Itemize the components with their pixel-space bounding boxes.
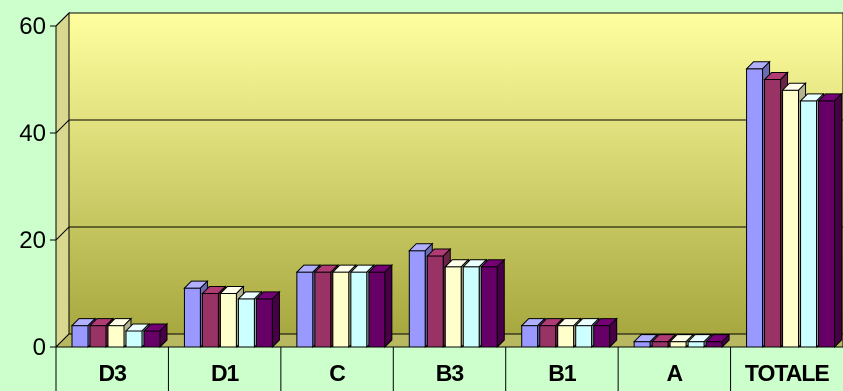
bar-front <box>237 298 255 348</box>
bar-front <box>746 68 764 348</box>
category-label-totale: TOTALE <box>745 360 830 386</box>
bar-group-d1 <box>183 279 281 349</box>
bar-side <box>721 333 730 349</box>
bar-front <box>444 266 462 348</box>
bar-front <box>633 341 651 348</box>
y-tick-label: 0 <box>33 334 46 361</box>
bar-front <box>818 100 836 348</box>
bar <box>592 317 618 349</box>
bar-front <box>426 255 444 348</box>
bar-front <box>480 266 498 348</box>
bar-side <box>159 322 168 349</box>
bar-side <box>384 263 393 349</box>
y-tick-label: 20 <box>19 227 46 254</box>
bar-front <box>539 325 557 348</box>
bar-side <box>834 92 843 349</box>
gridline-side <box>55 226 70 241</box>
bar-front <box>125 330 143 348</box>
bar-front <box>557 325 575 348</box>
bar-front <box>183 287 201 348</box>
bar-front <box>107 325 125 348</box>
bar-side <box>496 258 505 349</box>
bars <box>70 60 843 349</box>
bar-front <box>687 341 705 348</box>
bar-front <box>143 330 161 348</box>
bar-front <box>575 325 593 348</box>
bar-group-a <box>632 333 731 349</box>
bar-front <box>332 271 350 348</box>
gridline-side <box>55 119 70 134</box>
bar-front <box>705 341 723 348</box>
category-label-d1: D1 <box>211 360 240 386</box>
y-tick-label: 60 <box>19 13 46 40</box>
category-label-a: A <box>667 360 683 386</box>
bar-front <box>408 250 426 348</box>
bar-front <box>521 325 539 348</box>
bar <box>142 322 169 349</box>
bar-front <box>669 341 687 348</box>
y-axis: 0 20 40 60 <box>19 13 57 391</box>
bar <box>480 258 506 349</box>
bar-group-c <box>295 263 394 349</box>
category-label-b1: B1 <box>548 360 577 386</box>
bar <box>367 263 394 349</box>
bar-front <box>782 89 800 348</box>
bar-front <box>255 298 273 348</box>
bar-front <box>593 325 611 348</box>
bar-front <box>71 325 89 348</box>
bar-group-b3 <box>408 242 506 349</box>
bar-front <box>350 271 368 348</box>
bar-front <box>651 341 669 348</box>
bar-front <box>368 271 386 348</box>
category-label-c: C <box>329 360 345 386</box>
category-label-b3: B3 <box>436 360 464 386</box>
bar <box>106 317 133 349</box>
gridline-side <box>55 12 70 27</box>
bar-front <box>201 293 219 348</box>
x-axis-table: D3 D1 C B3 B1 A TOTALE <box>55 346 843 391</box>
y-tick-label: 40 <box>19 120 46 147</box>
side-wall <box>55 11 70 349</box>
bar-front <box>800 100 818 348</box>
bar <box>704 333 731 349</box>
bar-front <box>314 271 332 348</box>
bar-front <box>296 271 314 348</box>
bar <box>817 92 843 349</box>
bar-side <box>609 317 618 349</box>
gridlines <box>55 12 843 241</box>
bar-side <box>271 290 280 349</box>
bar-front <box>462 266 480 348</box>
category-label-d3: D3 <box>99 360 127 386</box>
bar-front <box>89 325 107 348</box>
bar-group-b1 <box>520 317 618 349</box>
bar <box>255 290 281 349</box>
bar-group-totale <box>745 60 843 349</box>
bar-front <box>764 79 782 348</box>
bar-front <box>219 293 237 348</box>
